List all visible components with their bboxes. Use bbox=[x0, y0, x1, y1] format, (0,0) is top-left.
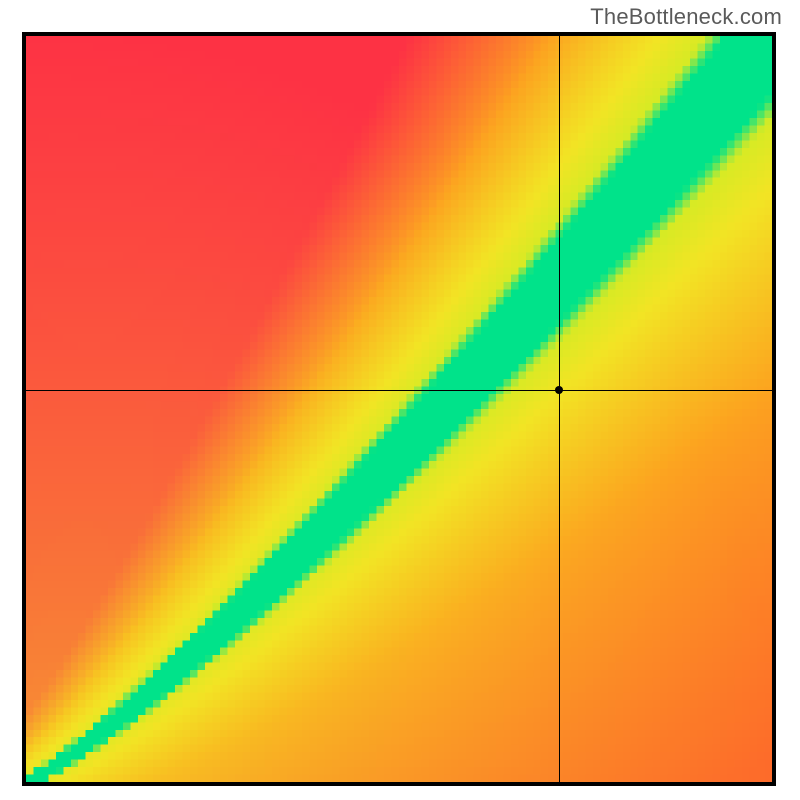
heatmap-canvas bbox=[26, 36, 772, 782]
watermark-text: TheBottleneck.com bbox=[590, 4, 782, 30]
crosshair-vertical bbox=[559, 36, 560, 782]
crosshair-marker bbox=[555, 386, 563, 394]
plot-frame bbox=[22, 32, 776, 786]
crosshair-horizontal bbox=[26, 390, 772, 391]
plot-area bbox=[26, 36, 772, 782]
